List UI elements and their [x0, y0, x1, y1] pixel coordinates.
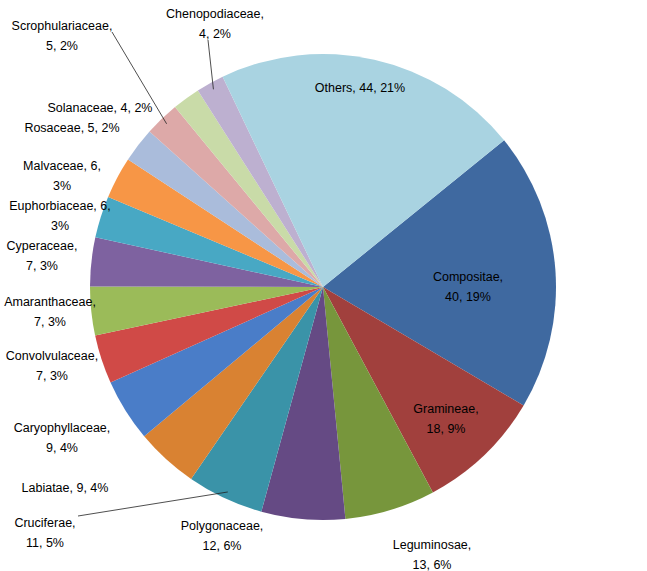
data-label-line: Cruciferae, [14, 516, 75, 530]
data-label-line: Scrophulariaceae, [12, 19, 113, 33]
pie [90, 54, 556, 520]
data-label-line: Labiatae, 9, 4% [22, 481, 109, 495]
data-label-line: 12, 6% [203, 539, 242, 553]
data-label-line: 4, 2% [199, 27, 231, 41]
data-label: Chenopodiaceae, 4, 2% [166, 7, 264, 41]
leader-line [78, 492, 228, 516]
data-label-line: Gramineae, [413, 402, 478, 416]
data-label: Polygonaceae, 12, 6% [181, 519, 264, 553]
data-label-line: 18, 9% [427, 422, 466, 436]
data-label-line: Leguminosae, [393, 538, 472, 552]
data-label-line: 7, 3% [26, 259, 58, 273]
data-labels: Compositae, 40, 19% Gramineae, 18, 9% Legumi… [4, 7, 503, 571]
data-label-line: 9, 4% [46, 441, 78, 455]
data-label-line: Caryophyllaceae, [14, 421, 111, 435]
pie-slice [90, 286, 323, 335]
data-label-line: 11, 5% [26, 536, 64, 550]
data-label: Rosaceae, 5, 2% [24, 121, 119, 135]
data-label-line: 7, 3% [36, 369, 68, 383]
data-label: Scrophulariaceae, 5, 2% [12, 19, 113, 53]
data-label-line: Solanaceae, 4, 2% [48, 101, 153, 115]
data-label: Cruciferae, 11, 5% [14, 516, 75, 550]
data-label: Solanaceae, 4, 2% [48, 101, 153, 115]
data-label-line: 13, 6% [413, 558, 452, 571]
data-label-line: Euphorbiaceae, 6, [9, 199, 110, 213]
data-label: Euphorbiaceae, 6, 3% [9, 199, 110, 233]
data-label-line: Amaranthaceae, [4, 295, 96, 309]
data-label-line: Polygonaceae, [181, 519, 264, 533]
data-label: Compositae, 40, 19% [433, 270, 503, 304]
leader-line [208, 40, 213, 89]
data-label-line: Malvaceae, 6, [23, 159, 101, 173]
data-label: Malvaceae, 6, 3% [23, 159, 101, 193]
data-label: Convolvulaceae, 7, 3% [6, 349, 98, 383]
data-label-line: 7, 3% [34, 315, 66, 329]
data-label-line: Convolvulaceae, [6, 349, 98, 363]
data-label-line: 3% [51, 219, 69, 233]
data-label: Caryophyllaceae, 9, 4% [14, 421, 111, 455]
data-label: Amaranthaceae, 7, 3% [4, 295, 96, 329]
data-label-line: Cyperaceae, [7, 239, 78, 253]
data-label-line: Rosaceae, 5, 2% [24, 121, 119, 135]
data-label: Gramineae, 18, 9% [413, 402, 478, 436]
chart: Compositae, 40, 19% Gramineae, 18, 9% Legumi… [0, 0, 647, 571]
data-label: Cyperaceae, 7, 3% [7, 239, 78, 273]
data-label-line: Compositae, [433, 270, 503, 284]
data-label: Leguminosae, 13, 6% [393, 538, 472, 571]
data-label: Labiatae, 9, 4% [22, 481, 109, 495]
pie-slice [223, 54, 504, 287]
data-label-line: 40, 19% [445, 290, 491, 304]
data-label-line: 3% [53, 179, 71, 193]
data-label-line: 5, 2% [46, 39, 78, 53]
data-label-line: Chenopodiaceae, [166, 7, 264, 21]
data-label-line: Others, 44, 21% [315, 81, 405, 95]
data-label: Others, 44, 21% [315, 81, 405, 95]
